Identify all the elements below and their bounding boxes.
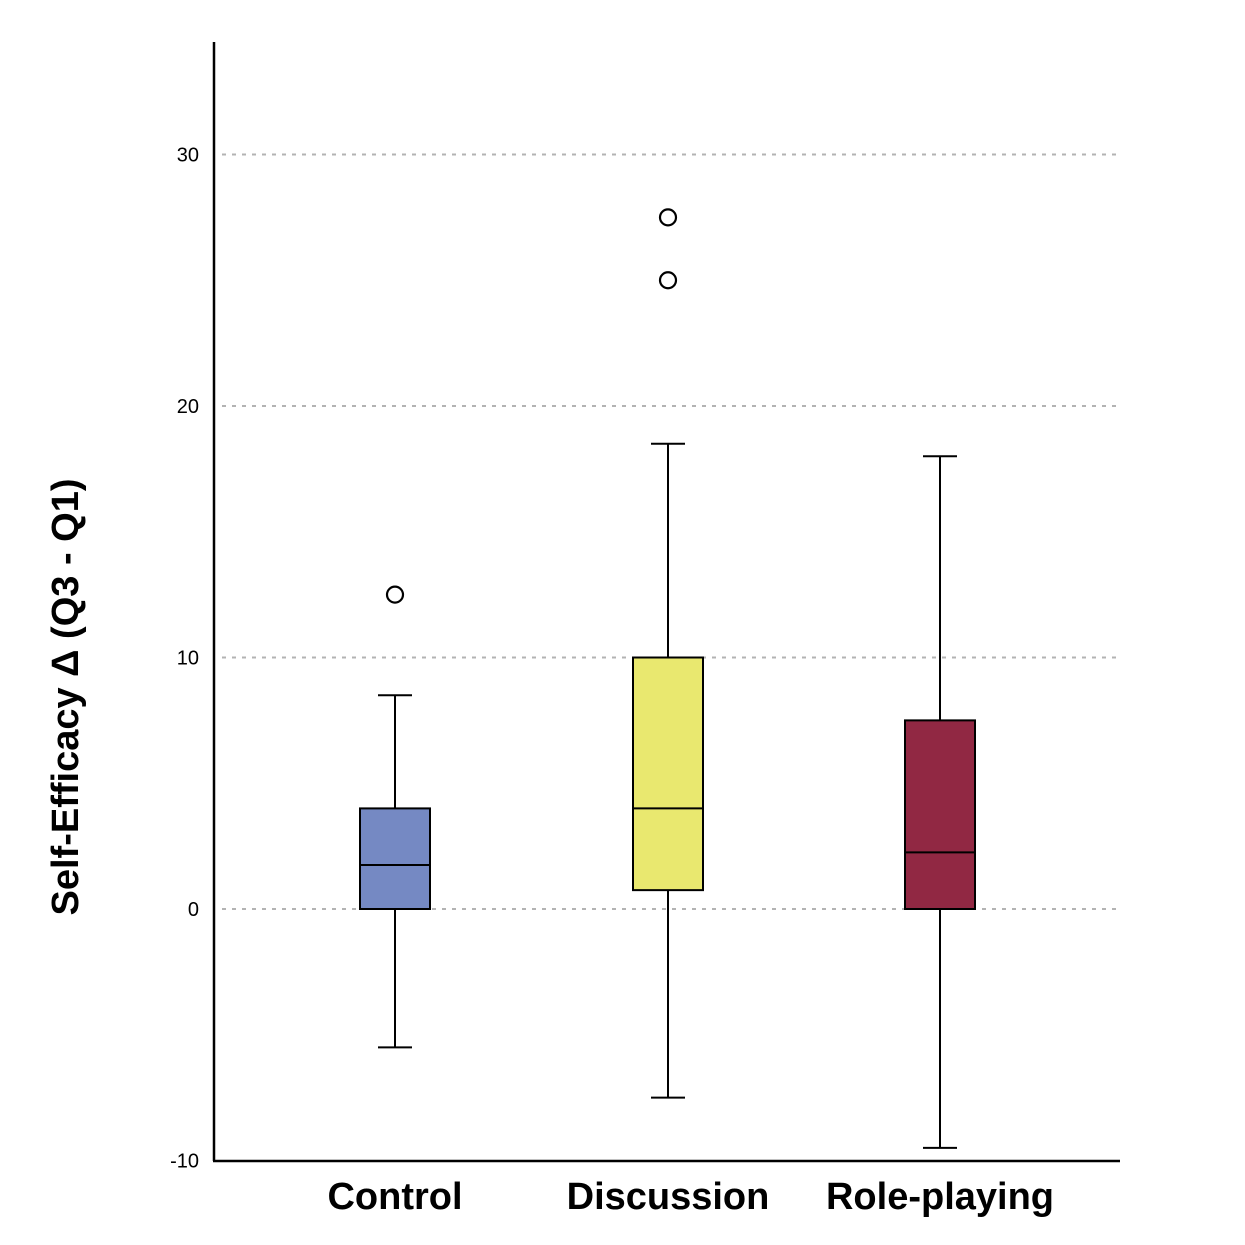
box-plot-series [359,208,976,1149]
y-tick-label: 30 [177,145,199,167]
y-tick-label: 0 [188,899,199,921]
y-tick-label: 10 [177,648,199,670]
axes [212,42,1120,1163]
iqr-box [904,719,976,910]
box-group-control [359,585,431,1049]
x-category-label: Role-playing [826,1176,1054,1218]
x-category-label: Discussion [567,1176,770,1218]
y-axis-title: Self-Efficacy Δ (Q3 - Q1) [45,479,87,916]
y-tick-label: -10 [170,1151,199,1173]
x-category-label: Control [327,1176,462,1218]
box-group-role-playing [904,455,976,1149]
y-tick-labels: 30 20 10 0 -10 [170,145,199,1173]
outlier-point [658,271,678,290]
box-group-discussion [632,208,704,1099]
iqr-box [632,656,704,892]
iqr-box [359,807,431,911]
y-tick-label: 20 [177,396,199,418]
outlier-point [658,208,678,227]
x-category-labels: Control Discussion Role-playing [327,1176,1054,1218]
outlier-point [385,585,405,604]
